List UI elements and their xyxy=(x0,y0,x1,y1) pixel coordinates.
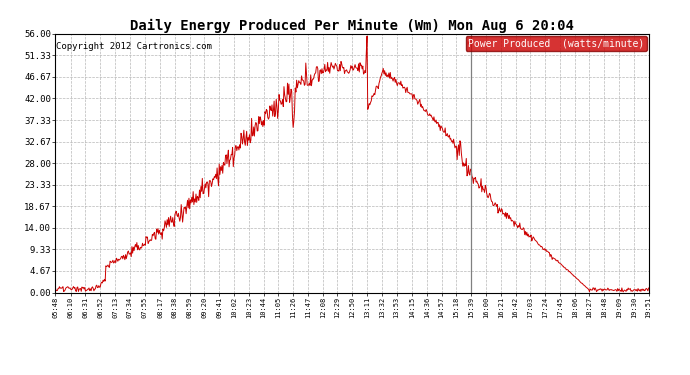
Title: Daily Energy Produced Per Minute (Wm) Mon Aug 6 20:04: Daily Energy Produced Per Minute (Wm) Mo… xyxy=(130,18,574,33)
Legend: Power Produced  (watts/minute): Power Produced (watts/minute) xyxy=(466,36,647,51)
Text: Copyright 2012 Cartronics.com: Copyright 2012 Cartronics.com xyxy=(57,42,213,51)
